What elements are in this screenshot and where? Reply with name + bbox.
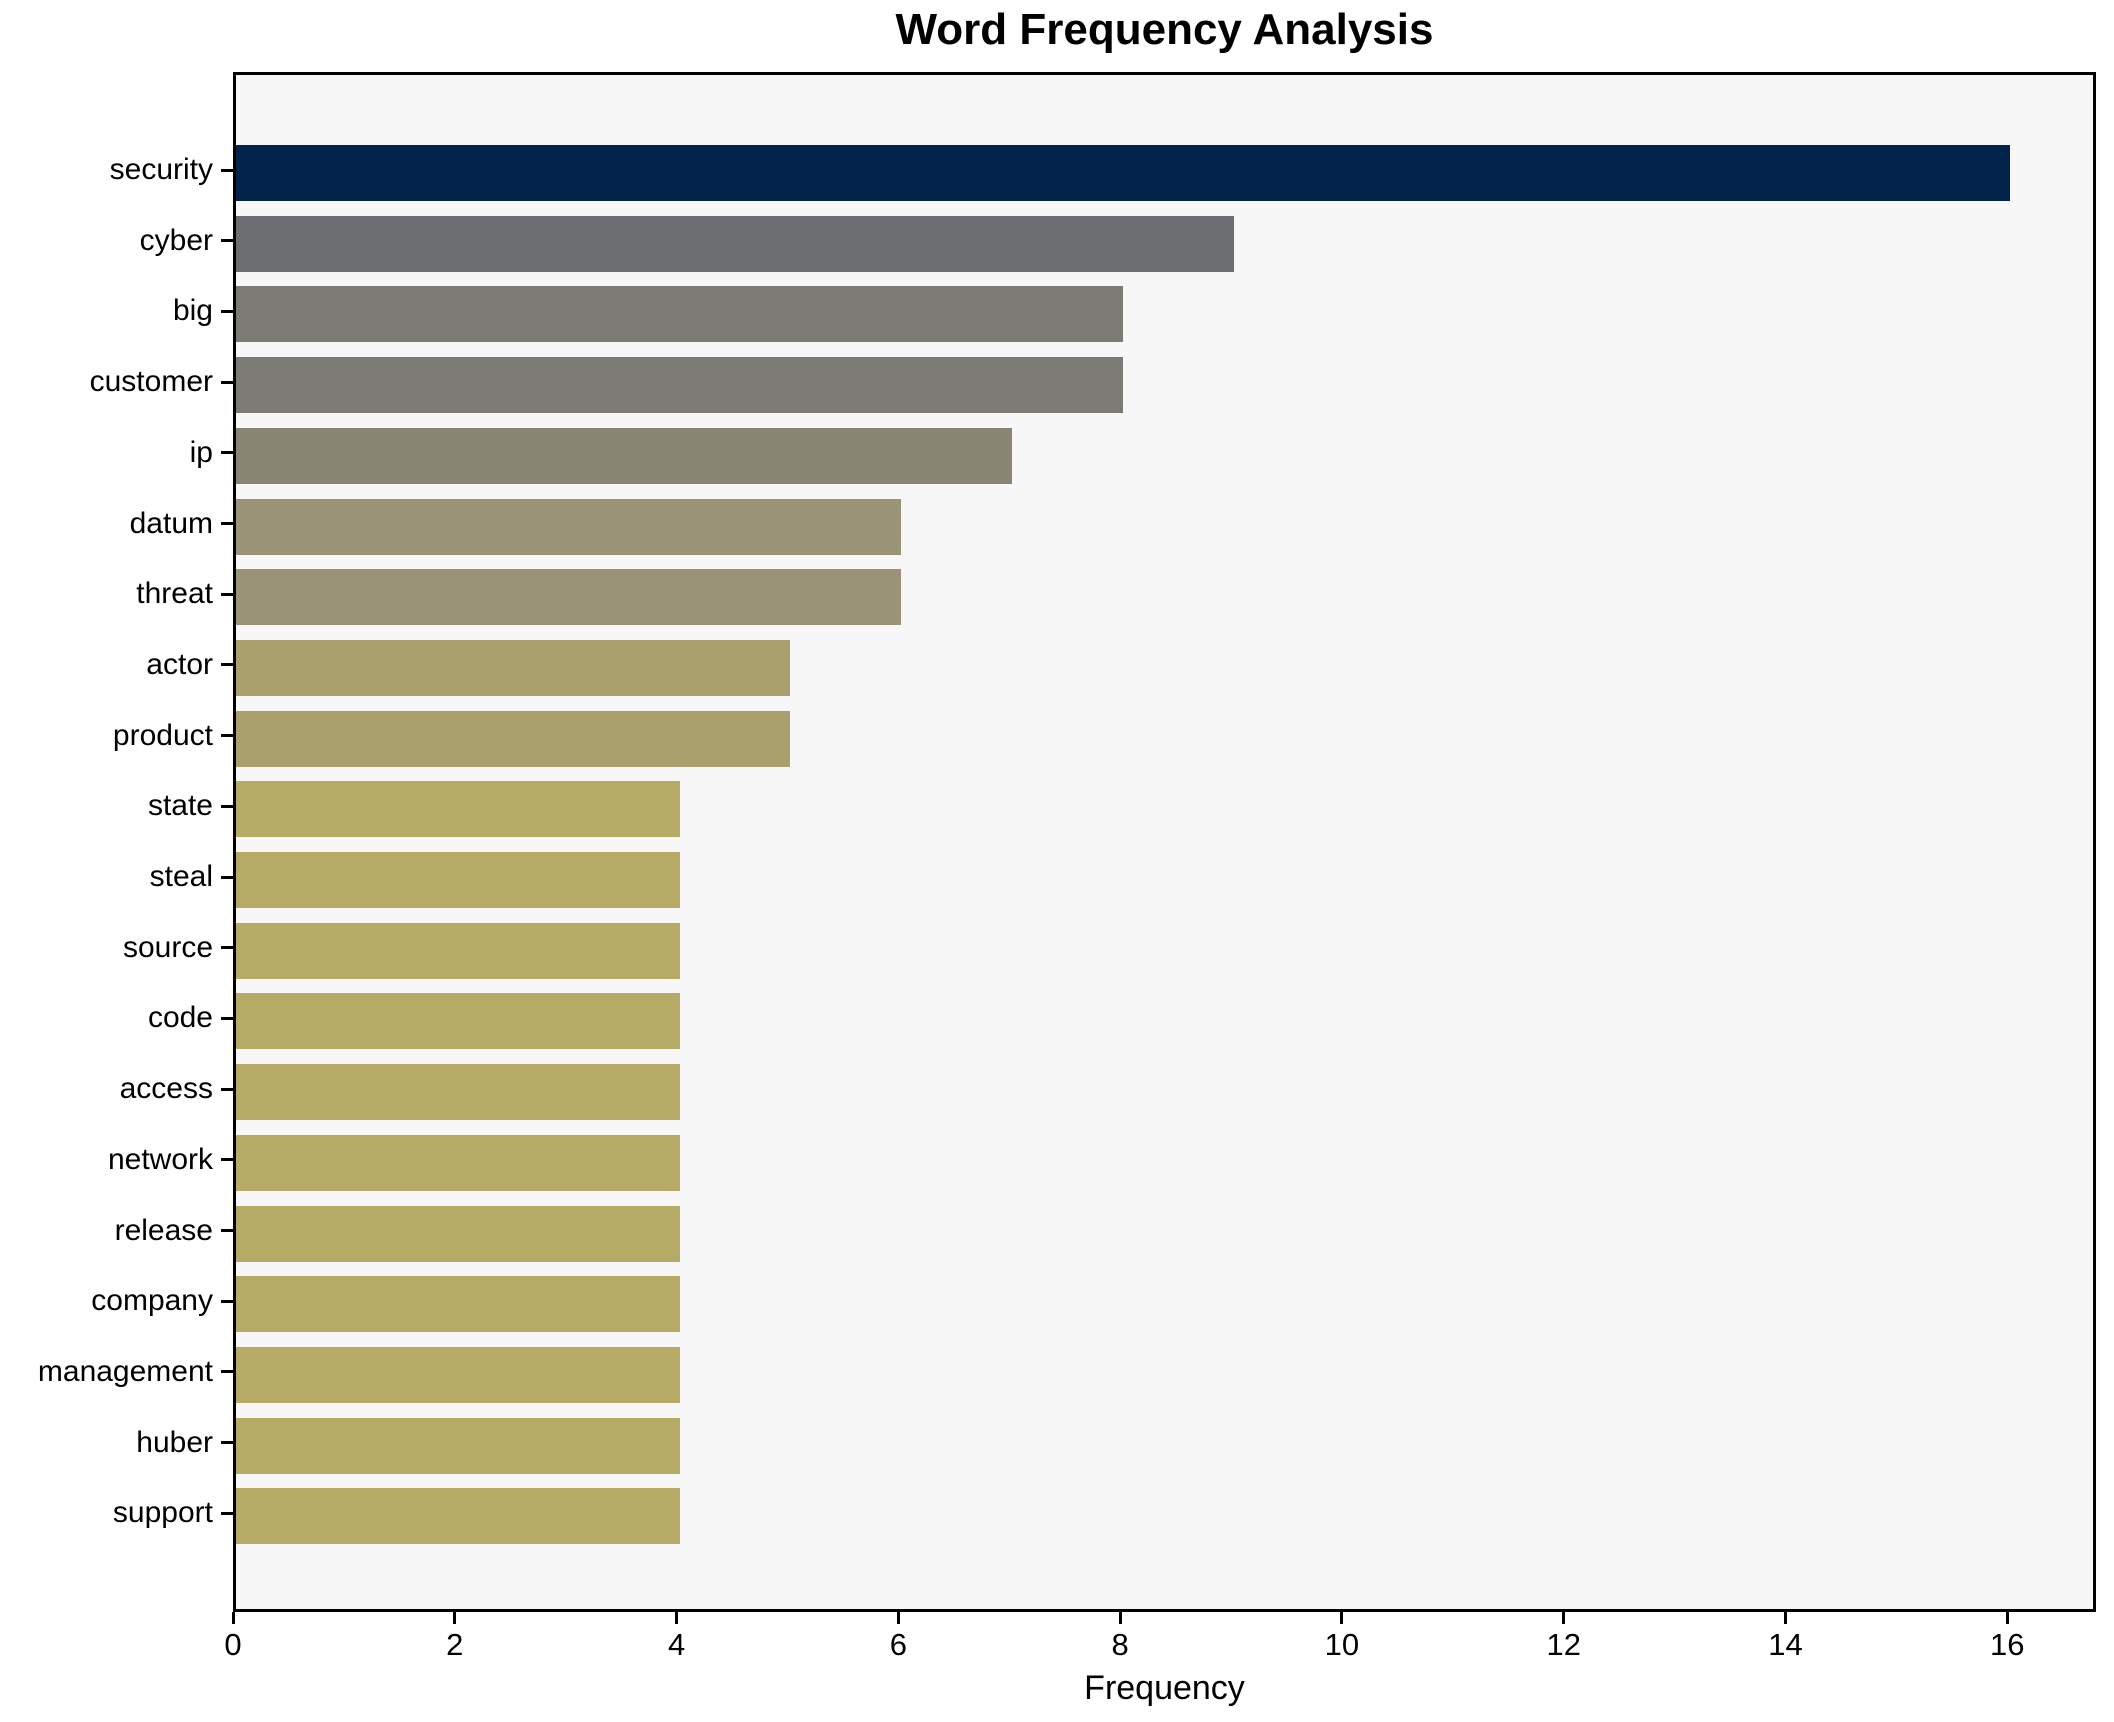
x-tick-label-0: 0 [224,1627,242,1662]
bar-cyber [236,215,1235,272]
bar-big [236,286,1124,343]
bar-company [236,1276,680,1333]
bar-threat [236,569,902,626]
bar-network [236,1134,680,1191]
y-tick [221,804,233,808]
y-axis-label-network: network [107,1142,213,1176]
bar-customer [236,357,1124,414]
x-tick [1340,1612,1344,1624]
y-axis-label-customer: customer [89,365,213,399]
chart-title: Word Frequency Analysis [895,5,1434,54]
x-tick [1562,1612,1566,1624]
x-tick-label-8: 8 [1111,1627,1129,1662]
x-tick [675,1612,679,1624]
x-tick [1118,1612,1122,1624]
y-axis-label-source: source [122,930,213,964]
y-axis-label-datum: datum [129,506,213,540]
y-tick [221,1229,233,1232]
x-tick-label-2: 2 [446,1627,464,1662]
bar-access [236,1064,680,1121]
y-tick [221,168,233,172]
y-axis-label-code: code [147,1001,213,1035]
x-tick-label-14: 14 [1768,1627,1803,1662]
x-axis-title: Frequency [1084,1669,1245,1707]
x-tick-label-16: 16 [1990,1627,2025,1662]
y-axis-label-management: management [37,1354,213,1388]
y-tick [221,1441,233,1445]
y-axis-label-steal: steal [149,860,213,893]
x-tick [453,1612,457,1624]
y-tick [221,522,233,525]
bar-state [236,781,680,838]
bar-source [236,922,680,979]
y-tick [221,380,233,384]
y-axis-label-company: company [91,1284,213,1318]
y-tick [221,1158,233,1162]
y-axis-label-support: support [112,1496,213,1530]
y-tick [221,1370,233,1374]
y-axis-label-actor: actor [146,647,213,681]
bar-huber [236,1417,680,1474]
y-tick [221,1087,233,1091]
y-tick [221,1511,233,1515]
x-tick [2005,1612,2009,1624]
bar-code [236,993,680,1050]
y-axis-label-ip: ip [189,435,213,469]
y-tick [221,663,233,667]
y-tick [221,239,233,243]
y-tick [221,592,233,596]
bar-ip [236,427,1013,484]
y-tick [221,309,233,313]
x-tick-label-10: 10 [1324,1627,1360,1662]
plot-area [233,72,2096,1612]
bar-support [236,1488,680,1545]
x-tick [1784,1612,1787,1624]
y-axis-label-release: release [114,1213,213,1247]
x-tick-label-6: 6 [889,1627,907,1662]
y-axis-label-big: big [172,294,213,328]
y-axis-label-cyber: cyber [139,223,213,257]
bar-actor [236,639,791,696]
bar-product [236,710,791,767]
y-tick [221,946,233,950]
bar-release [236,1205,680,1262]
y-axis-label-security: security [109,153,213,186]
y-axis-label-state: state [147,789,213,823]
y-axis-label-huber: huber [136,1425,213,1459]
bar-datum [236,498,902,555]
x-tick [231,1612,235,1624]
y-axis-label-access: access [119,1072,213,1106]
x-tick-label-12: 12 [1546,1627,1581,1662]
bar-steal [236,852,680,908]
y-axis-label-threat: threat [136,577,213,611]
x-tick [896,1612,900,1624]
y-tick [221,1016,233,1020]
y-tick [221,734,233,738]
y-axis-label-product: product [112,718,213,752]
y-tick [221,875,233,879]
bar-management [236,1346,680,1403]
bar-security [236,145,2011,201]
y-tick [221,1299,233,1303]
x-tick-label-4: 4 [667,1627,686,1662]
y-tick [221,451,233,455]
